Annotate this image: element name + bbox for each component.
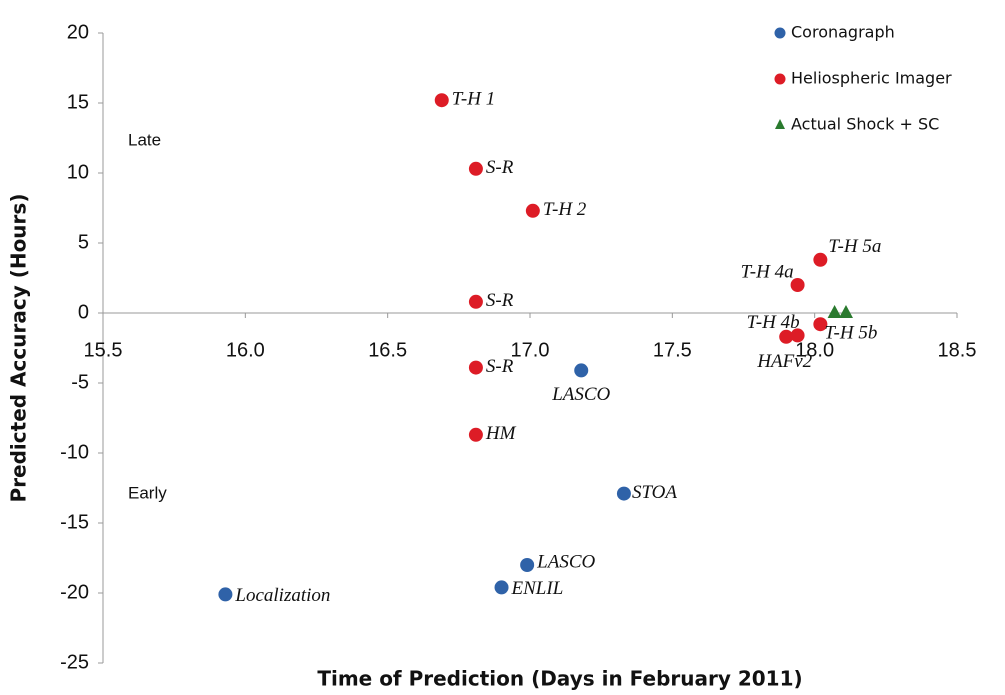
y-axis-title: Predicted Accuracy (Hours) <box>7 194 31 503</box>
point-label: T-H 5a <box>828 236 881 257</box>
point <box>494 580 509 595</box>
point <box>616 486 631 501</box>
y-tick-label: 20 <box>67 21 89 43</box>
x-tick-label: 18.0 <box>795 339 834 361</box>
x-tick-label: 17.5 <box>653 339 692 361</box>
point-label: T-H 1 <box>452 89 495 110</box>
point-label: HM <box>485 423 517 444</box>
legend-marker <box>775 119 785 129</box>
point <box>779 329 794 344</box>
x-tick-label: 15.5 <box>84 339 123 361</box>
point <box>790 328 805 343</box>
point <box>813 252 828 267</box>
point-label: LASCO <box>536 551 595 572</box>
y-tick-label: 10 <box>67 161 89 183</box>
legend-marker <box>774 73 786 85</box>
point-label: LASCO <box>551 384 610 405</box>
point <box>520 558 535 572</box>
point-label: S-R <box>486 356 514 377</box>
point <box>468 161 483 176</box>
y-tick-label: 5 <box>78 231 89 253</box>
point <box>468 360 483 375</box>
y-tick-label: 15 <box>67 91 89 113</box>
point <box>574 363 589 378</box>
legend-label: Heliospheric Imager <box>791 69 952 88</box>
y-tick-label: -15 <box>60 511 89 533</box>
annotation: Early <box>128 483 167 502</box>
point-label: Localization <box>234 585 330 606</box>
point <box>790 278 805 292</box>
y-tick-label: 0 <box>78 301 89 323</box>
point-label: T-H 2 <box>543 199 587 220</box>
x-tick-label: 16.0 <box>226 339 265 361</box>
point-label: T-H 4a <box>741 261 794 282</box>
point-label: S-R <box>486 290 514 311</box>
point <box>434 93 449 108</box>
triangle-point <box>827 305 842 318</box>
legend-marker <box>774 27 786 39</box>
legend-label: Coronagraph <box>791 23 895 42</box>
point-label: T-H 5b <box>824 323 877 344</box>
x-tick-label: 16.5 <box>368 339 407 361</box>
point-label: ENLIL <box>511 578 564 599</box>
y-tick-label: -25 <box>60 651 89 673</box>
point <box>468 427 483 442</box>
legend-label: Actual Shock + SC <box>791 115 939 134</box>
y-tick-label: -10 <box>60 441 89 463</box>
point <box>525 203 540 218</box>
triangle-point <box>838 305 853 318</box>
x-axis-title: Time of Prediction (Days in February 201… <box>317 667 802 691</box>
point-label: HAFv2 <box>756 351 812 372</box>
y-tick-label: -20 <box>60 581 89 603</box>
x-tick-label: 17.0 <box>511 339 550 361</box>
point-label: S-R <box>486 157 514 178</box>
point-label: T-H 4b <box>747 312 800 333</box>
point <box>218 587 233 602</box>
point <box>813 317 828 332</box>
point <box>468 294 483 309</box>
annotation: Late <box>128 130 161 149</box>
y-tick-label: -5 <box>71 371 89 393</box>
point-label: STOA <box>632 482 677 503</box>
x-tick-label: 18.5 <box>938 339 977 361</box>
